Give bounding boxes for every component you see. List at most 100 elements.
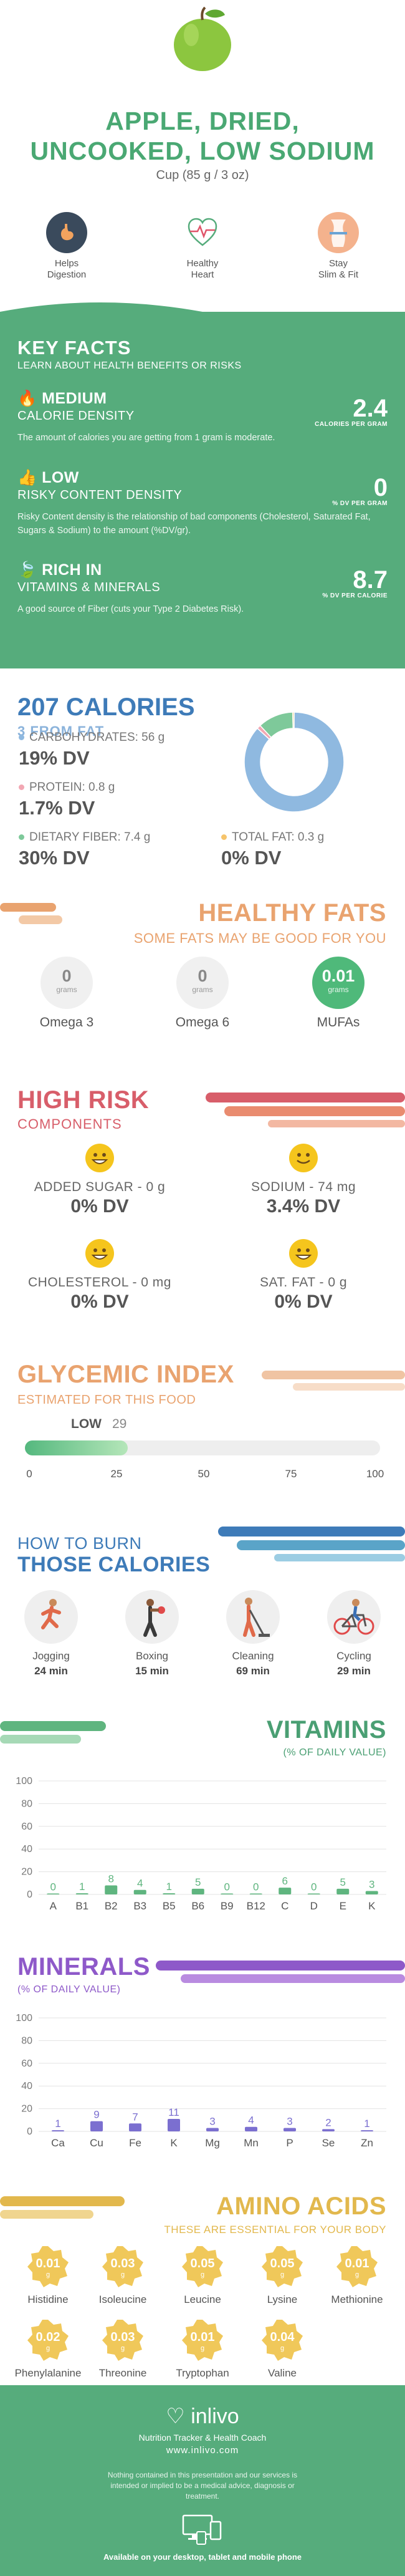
risk-label: SAT. FAT - 0 g [259,1275,348,1290]
badge-icon: 0.04 g [260,2318,304,2362]
cleaning-icon [226,1590,280,1644]
healthy-fats-title: HEALTHY FATS [198,899,386,927]
activity-minutes: 69 min [236,1665,270,1677]
x-tick-label: K [170,2137,178,2149]
x-tick-label: D [310,1900,318,1912]
fat-value: 0.01 [322,967,355,985]
glycemic-level: LOW [71,1417,102,1431]
x-tick-label: B3 [133,1900,146,1912]
high-risk-subtitle: COMPONENTS [17,1116,122,1132]
fact-level: LOW [42,469,79,486]
x-tick-label: Fe [129,2137,141,2149]
bar-mn [245,2126,257,2131]
bar-value-label: 1 [166,1881,172,1893]
amino-name: Valine [268,2367,297,2379]
benefit-digestion: Helps Digestion [29,212,104,281]
fat-unit: grams [328,985,349,994]
fat-legend-dot [221,834,227,841]
bar-zn [361,2130,373,2131]
bar-p [284,2128,296,2131]
bar-value-label: 1 [55,2118,60,2130]
fat-omega6: 0 grams Omega 6 [168,957,237,1030]
fact-description: Risky Content density is the relationshi… [17,512,371,536]
y-tick-label: 60 [21,1821,32,1832]
x-tick-label: C [281,1900,288,1912]
badge-icon: 0.01 g [335,2245,379,2289]
fact-level: MEDIUM [42,390,107,407]
flame-icon: 🔥 [17,390,37,407]
bar-b2 [105,1885,118,1894]
amino-name: Isoleucine [98,2294,147,2305]
donut-slice-carbohydrates [244,712,345,813]
risk-label: SODIUM - 74 mg [250,1180,356,1194]
devices-icon [182,2514,222,2545]
fact-unit: % DV PER GRAM [332,500,388,507]
amino-unit: g [280,2271,285,2279]
high-risk-section: HIGH RISK COMPONENTS ADDED SUGAR - 0 g 0… [0,1074,405,1336]
calories-title: 207 CALORIES [17,693,195,721]
amino-title: AMINO ACIDS [216,2192,386,2220]
fact-description: A good source of Fiber (cuts your Type 2… [17,604,244,614]
y-tick-label: 40 [21,2081,32,2091]
amino-leucine: 0.05 g Leucine [168,2245,237,2306]
heart-pulse-icon [182,212,223,253]
footer-url[interactable]: www.inlivo.com [166,2445,239,2456]
burn-title-line2: THOSE CALORIES [17,1553,211,1576]
nutrient-carbohydrates: CARBOHYDRATES: 56 g 19% DV [19,731,164,769]
food-title-line2: UNCOOKED, LOW SODIUM [30,137,375,165]
y-tick-label: 0 [27,1889,32,1900]
protein-dv: 1.7% DV [19,797,95,819]
y-tick-label: 100 [16,1776,32,1787]
food-title-line1: APPLE, DRIED, [105,107,300,135]
stomach-icon [46,212,87,253]
fiber-legend-dot [19,834,24,841]
logo-text: inlivo [191,2405,239,2428]
amino-unit: g [355,2271,360,2279]
bar-se [322,2129,335,2131]
fat-dv: 0% DV [221,847,282,869]
calories-from-fat: 3 FROM FAT [17,723,105,739]
benefit-heart: Healthy Heart [165,212,240,281]
amino-value: 0.03 [110,2330,135,2344]
nutrient-protein: PROTEIN: 0.8 g 1.7% DV [19,781,115,819]
header: APPLE, DRIED, UNCOOKED, LOW SODIUM Cup (… [0,0,405,200]
activity-name: Jogging [32,1650,70,1662]
risk-sat-fat: SAT. FAT - 0 g 0% DV [229,1239,378,1313]
bar-value-label: 0 [224,1881,230,1893]
vitamins-subtitle: (% OF DAILY VALUE) [283,1747,386,1758]
risk-added-sugar: ADDED SUGAR - 0 g 0% DV [25,1144,174,1217]
activity-cleaning: Cleaning 69 min [219,1590,287,1677]
x-tick-label: Se [322,2137,335,2149]
bar-b12 [249,1893,262,1894]
fact-vitamins-minerals: 🍃 RICH IN VITAMINS & MINERALS 8.7 % DV P… [17,561,388,616]
decorative-stripe [0,903,56,912]
fiber-dv: 30% DV [19,847,90,869]
amino-value: 0.05 [270,2257,295,2270]
footer-tagline: Nutrition Tracker & Health Coach [138,2433,267,2443]
fat-omega3: 0 grams Omega 3 [32,957,101,1030]
glycemic-scale-bar [25,1440,380,1455]
bar-e [336,1888,350,1894]
x-tick-label: B6 [191,1900,204,1912]
badge-icon: 0.01 g [26,2245,70,2289]
badge-icon: 0.02 g [26,2318,70,2362]
decorative-stripe [0,2196,125,2206]
fat-name: Omega 6 [175,1015,230,1030]
activity-boxing: Boxing 15 min [118,1590,186,1677]
protein-label: PROTEIN: 0.8 g [29,781,115,794]
fact-name: CALORIE DENSITY [17,409,135,423]
decorative-stripe [181,1974,405,1983]
bar-value-label: 7 [132,2111,138,2123]
amino-unit: g [45,2271,50,2279]
bar-value-label: 0 [253,1881,259,1893]
amino-valine: 0.04 g Valine [248,2318,317,2380]
nutrient-total-fat: TOTAL FAT: 0.3 g 0% DV [221,831,324,869]
footer-disclaimer: Nothing contained in this presentation a… [107,2471,298,2501]
apple-illustration [174,6,231,71]
amino-threonine: 0.03 g Threonine [88,2318,157,2380]
activity-name: Boxing [136,1650,168,1662]
cycling-icon [327,1590,381,1644]
protein-legend-dot [19,784,24,791]
bar-cu [90,2121,103,2131]
y-tick-label: 60 [21,2058,32,2069]
